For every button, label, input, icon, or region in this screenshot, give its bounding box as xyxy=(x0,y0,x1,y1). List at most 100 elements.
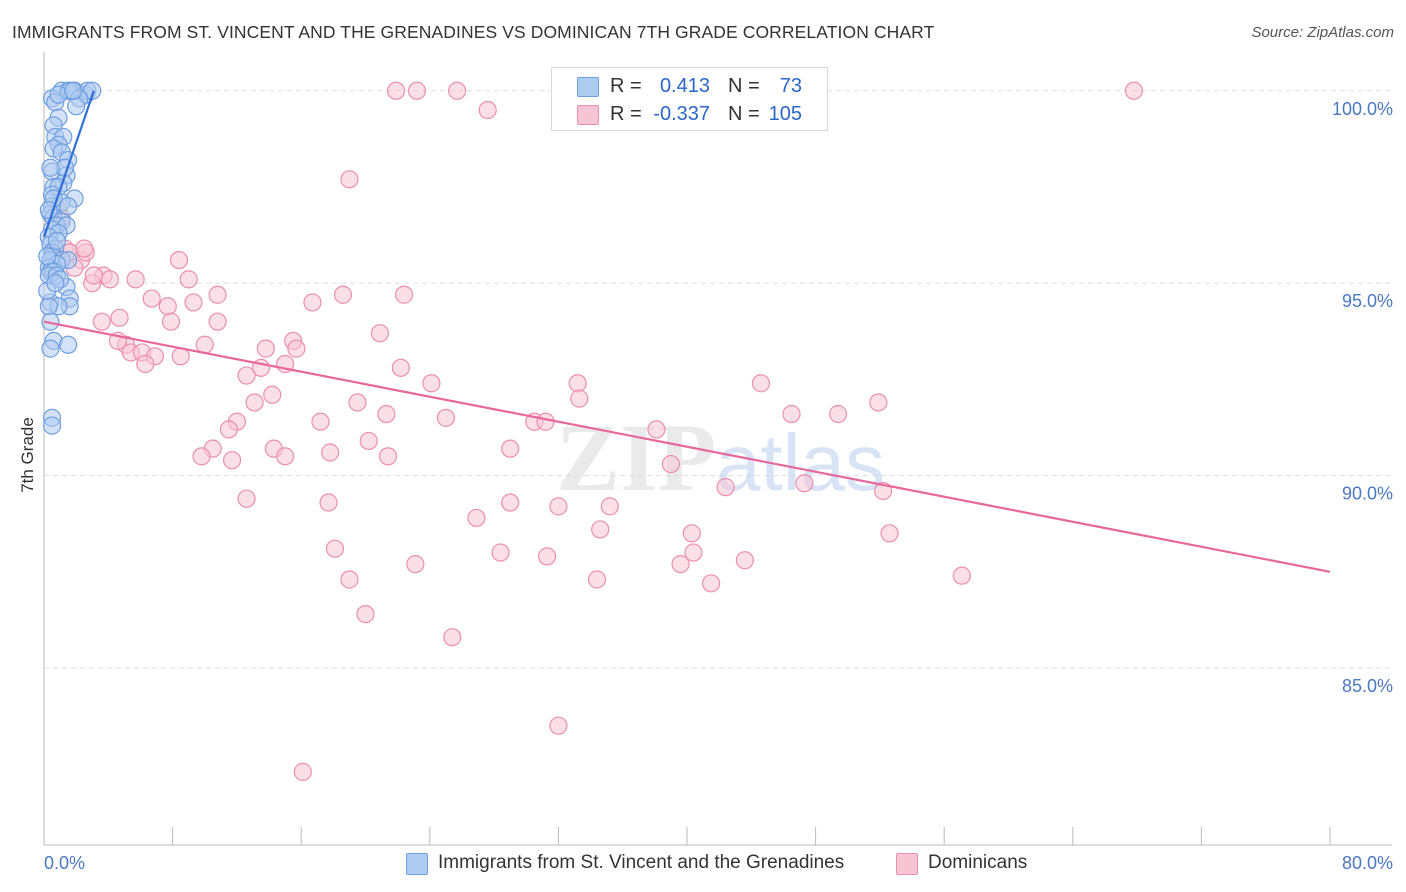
dominicans-point xyxy=(169,250,189,270)
n-value: 105 xyxy=(768,103,802,125)
dominicans-point xyxy=(549,716,568,735)
dominicans-point xyxy=(110,308,129,327)
legend-row-blue: R = 0.413 N = 73 xyxy=(552,71,827,101)
dominicans-point xyxy=(684,543,703,562)
dominicans-point xyxy=(448,81,467,100)
dominicans-point xyxy=(716,478,735,497)
dominicans-point xyxy=(136,354,155,374)
blue-swatch-icon xyxy=(577,77,599,97)
dominicans-point xyxy=(501,439,520,458)
dominicans-point xyxy=(126,270,145,289)
dominicans-point xyxy=(208,312,227,331)
y-tick-label: 95.0% xyxy=(1342,291,1393,311)
y-tick-label: 90.0% xyxy=(1342,484,1393,504)
dominicans-point xyxy=(751,374,771,393)
x-tick-label: 0.0% xyxy=(44,853,85,873)
dominicans-point xyxy=(287,339,306,358)
legend-label: Dominicans xyxy=(928,852,1028,873)
immigrants-point xyxy=(63,81,83,100)
y-axis-label: 7th Grade xyxy=(18,417,37,493)
y-tick-label: 100.0% xyxy=(1332,99,1393,119)
dominicans-point xyxy=(370,324,390,343)
dominicans-point xyxy=(478,100,497,120)
dominicans-point xyxy=(661,454,681,474)
dominicans-point xyxy=(549,497,568,516)
n-value: 73 xyxy=(779,75,802,97)
dominicans-point xyxy=(377,404,396,424)
blue-swatch-icon xyxy=(406,853,428,875)
dominicans-point xyxy=(587,570,607,589)
dominicans-point xyxy=(92,312,111,331)
dominicans-point xyxy=(348,393,367,412)
dominicans-point xyxy=(161,312,181,331)
dominicans-point xyxy=(536,412,555,431)
dominicans-point xyxy=(568,374,587,393)
dominicans-point xyxy=(600,497,619,516)
dominicans-point xyxy=(869,393,888,412)
dominicans-point xyxy=(208,285,227,304)
immigrants-point xyxy=(67,97,86,116)
dominicans-trend-line xyxy=(43,320,1331,573)
dominicans-point xyxy=(538,547,557,566)
dominicans-point xyxy=(378,447,398,466)
chart-title: IMMIGRANTS FROM ST. VINCENT AND THE GREN… xyxy=(12,22,935,42)
r-label: R = xyxy=(610,103,642,125)
dominicans-point xyxy=(386,81,406,100)
legend-label: Immigrants from St. Vincent and the Gren… xyxy=(438,852,845,873)
dominicans-point xyxy=(359,431,378,451)
immigrants-point xyxy=(41,158,60,177)
immigrants-point xyxy=(38,247,57,266)
pink-swatch-icon xyxy=(577,105,599,125)
dominicans-point xyxy=(782,404,801,424)
dominicans-point xyxy=(829,404,848,424)
dominicans-point xyxy=(222,451,242,470)
dominicans-point xyxy=(276,447,295,466)
immigrants-point xyxy=(59,197,78,216)
dominicans-point xyxy=(333,285,353,304)
dominicans-point xyxy=(443,628,462,647)
correlation-legend: R = 0.413 N = 73 R = -0.337 N = 105 xyxy=(551,67,828,131)
dominicans-point xyxy=(795,474,814,493)
dominicans-point xyxy=(293,762,312,781)
dominicans-point xyxy=(75,239,94,258)
immigrants-point xyxy=(41,339,60,358)
dominicans-point xyxy=(340,570,359,589)
dominicans-point xyxy=(1124,81,1143,100)
immigrants-point xyxy=(41,312,60,331)
dominicans-point xyxy=(391,358,410,377)
n-label: N = xyxy=(728,103,760,125)
immigrants-point xyxy=(47,231,66,250)
r-label: R = xyxy=(610,75,642,97)
dominicans-point xyxy=(952,566,971,585)
x-tick-label: 80.0% xyxy=(1342,853,1393,873)
immigrants-point xyxy=(59,335,78,354)
dominicans-point xyxy=(682,524,701,543)
dominicans-point xyxy=(407,81,427,100)
dominicans-point xyxy=(192,447,211,466)
watermark-atlas: atlas xyxy=(716,418,885,507)
dominicans-point xyxy=(142,289,161,308)
dominicans-points xyxy=(49,81,1143,781)
dominicans-point xyxy=(256,339,275,358)
dominicans-point xyxy=(325,539,345,558)
dominicans-point xyxy=(237,489,256,508)
dominicans-point xyxy=(467,508,486,528)
dominicans-point xyxy=(263,385,282,404)
dominicans-point xyxy=(237,366,256,385)
dominicans-point xyxy=(436,408,455,427)
dominicans-point xyxy=(311,412,330,431)
dominicans-point xyxy=(591,520,610,539)
r-value: -0.337 xyxy=(653,103,710,125)
dominicans-point xyxy=(647,420,666,439)
dominicans-point xyxy=(702,574,721,593)
dominicans-point xyxy=(100,270,120,289)
pink-swatch-icon xyxy=(896,853,918,875)
n-label: N = xyxy=(728,75,760,97)
dominicans-point xyxy=(303,293,322,312)
dominicans-point xyxy=(735,551,754,570)
watermark: ZIP atlas xyxy=(556,404,885,511)
y-tick-label: 85.0% xyxy=(1342,676,1393,696)
dominicans-point xyxy=(671,554,690,574)
dominicans-point xyxy=(319,493,338,512)
